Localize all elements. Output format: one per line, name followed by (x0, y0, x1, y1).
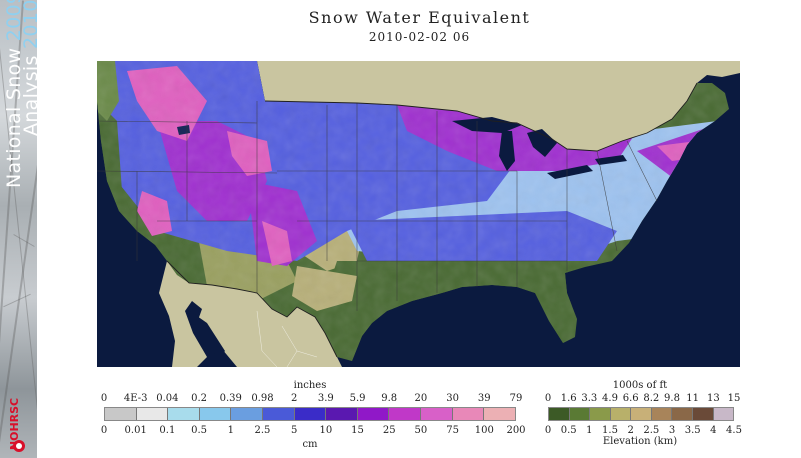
side-banner: National Snow 2009 Analysis 2010 NOHRSC (0, 0, 37, 458)
swe-colorbar-swatch (136, 408, 169, 420)
elev-colorbar-swatch (610, 408, 632, 420)
swe-inch-tick-label: 0.39 (219, 393, 242, 404)
swe-inch-tick-label: 3.9 (317, 393, 334, 404)
swe-cm-tick-label: 50 (414, 425, 428, 436)
elev-km-tick-label: 2.5 (643, 425, 660, 436)
swe-inch-tick-label: 79 (509, 393, 523, 404)
swe-legend-colorbar (104, 407, 516, 421)
swe-legend-cm-ticks: 0 0.01 0.1 0.5 1 2.5 5 10 15 25 50 75 100 200 (100, 425, 526, 437)
elev-colorbar-swatch (672, 408, 693, 420)
swe-cm-tick-label: 0 (100, 425, 108, 436)
elev-colorbar-swatch (569, 408, 591, 420)
swe-colorbar-swatch (452, 408, 485, 420)
elev-km-tick-label: 0 (544, 425, 552, 436)
elev-legend-colorbar (548, 407, 734, 421)
elev-legend-unit-ft: 1000s of ft (612, 380, 668, 391)
swe-colorbar-swatch (199, 408, 232, 420)
swe-legend-unit-cm: cm (302, 439, 318, 450)
swe-inch-tick-label: 0.2 (191, 393, 208, 404)
swe-colorbar-swatch (105, 408, 137, 420)
elev-colorbar-swatch (631, 408, 652, 420)
elev-km-tick-label: 1 (586, 425, 593, 436)
swe-colorbar-swatch (357, 408, 390, 420)
elev-legend-km-ticks: 0 0.5 1 1.5 2 2.5 3 3.5 4 4.5 (544, 425, 742, 437)
swe-colorbar-swatch (168, 408, 200, 420)
swe-colorbar-swatch (484, 408, 515, 420)
elev-colorbar-swatch (713, 408, 734, 420)
swe-cm-tick-label: 10 (319, 425, 333, 436)
svg-text:NOHRSC: NOHRSC (8, 398, 21, 450)
elev-ft-tick-label: 1.6 (560, 393, 577, 404)
swe-legend-unit-inches: inches (293, 380, 327, 391)
swe-cm-tick-label: 100 (474, 425, 494, 436)
map-title: Snow Water Equivalent (308, 8, 531, 27)
swe-cm-tick-label: 5 (290, 425, 298, 436)
elev-ft-tick-label: 6.6 (622, 393, 639, 404)
swe-cm-tick-label: 0.01 (124, 425, 147, 436)
elev-ft-tick-label: 13 (706, 393, 720, 404)
swe-colorbar-swatch (263, 408, 295, 420)
swe-inch-tick-label: 2 (290, 393, 298, 404)
elev-km-tick-label: 4.5 (726, 425, 742, 436)
swe-colorbar-swatch (421, 408, 453, 420)
swe-inch-tick-label: 9.8 (381, 393, 398, 404)
swe-cm-tick-label: 0.1 (159, 425, 176, 436)
swe-cm-tick-label: 2.5 (254, 425, 271, 436)
elev-colorbar-swatch (549, 408, 570, 420)
swe-inch-tick-label: 5.9 (349, 393, 366, 404)
swe-cm-tick-label: 0.5 (191, 425, 208, 436)
swe-colorbar-swatch (231, 408, 264, 420)
swe-colorbar-swatch (389, 408, 422, 420)
swe-inch-tick-label: 0.98 (251, 393, 274, 404)
elev-km-tick-label: 3 (668, 425, 676, 436)
elev-km-tick-label: 0.5 (560, 425, 577, 436)
swe-cm-tick-label: 75 (446, 425, 459, 436)
swe-inch-tick-label: 20 (414, 393, 428, 404)
swe-cm-tick-label: 15 (351, 425, 364, 436)
elev-colorbar-swatch (651, 408, 673, 420)
elev-ft-tick-label: 4.9 (602, 393, 618, 404)
elev-km-tick-label: 1.5 (602, 425, 618, 436)
elev-ft-tick-label: 9.8 (664, 393, 680, 404)
elev-colorbar-swatch (692, 408, 714, 420)
elev-ft-tick-label: 8.2 (643, 393, 660, 404)
nohrsc-logo: NOHRSC (8, 398, 25, 452)
elev-km-tick-label: 4 (710, 425, 717, 436)
swe-inch-tick-label: 39 (477, 393, 491, 404)
map-datetime: 2010-02-02 06 (368, 30, 471, 44)
swe-colorbar-swatch (326, 408, 358, 420)
elev-legend-unit-km: Elevation (km) (602, 436, 678, 447)
swe-cm-tick-label: 200 (506, 425, 526, 436)
swe-inch-tick-label: 4E-3 (123, 393, 148, 404)
elev-ft-tick-label: 11 (686, 393, 700, 404)
elev-km-tick-label: 3.5 (684, 425, 701, 436)
swe-inch-tick-label: 0.04 (156, 393, 179, 404)
elev-ft-tick-label: 0 (544, 393, 552, 404)
elev-ft-tick-label: 3.3 (581, 393, 598, 404)
elev-legend-ft-ticks: 0 1.6 3.3 4.9 6.6 8.2 9.8 11 13 15 (544, 393, 741, 405)
elev-km-tick-label: 2 (627, 425, 634, 436)
swe-cm-tick-label: 25 (382, 425, 396, 436)
swe-legend-inch-ticks: 0 4E-3 0.04 0.2 0.39 0.98 2 3.9 5.9 9.8 20 30 39 79 (100, 393, 523, 405)
swe-inch-tick-label: 30 (446, 393, 459, 404)
elev-ft-tick-label: 15 (727, 393, 741, 404)
snow-water-equivalent-map (97, 61, 740, 367)
elev-colorbar-swatch (590, 408, 611, 420)
swe-colorbar-swatch (294, 408, 327, 420)
swe-cm-tick-label: 1 (227, 425, 234, 436)
swe-inch-tick-label: 0 (100, 393, 108, 404)
